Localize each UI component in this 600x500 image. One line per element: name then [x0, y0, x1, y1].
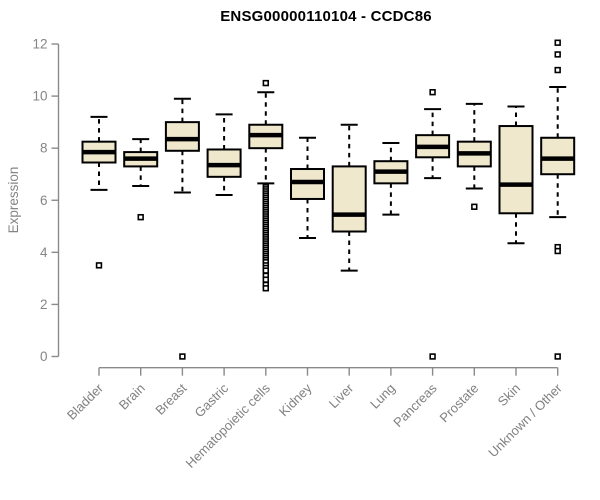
chart-title: ENSG00000110104 - CCDC86 [220, 8, 432, 25]
iqr-box [498, 125, 534, 215]
box-prostate [456, 102, 492, 210]
x-tick-label-lung: Lung [367, 381, 398, 412]
iqr-box [540, 136, 576, 176]
x-tick-label-prostate: Prostate [437, 381, 482, 426]
y-tick-label: 2 [40, 297, 48, 312]
outlier-point [262, 267, 269, 274]
outlier-point [429, 353, 436, 360]
x-tick-label-unknown-other: Unknown / Other [485, 380, 565, 460]
iqr-box [331, 165, 367, 233]
box-hematopoietic-cells [248, 79, 284, 292]
y-tick-label: 10 [32, 89, 47, 104]
box-lung [373, 141, 409, 216]
box-pancreas [415, 88, 451, 360]
outlier-point [471, 203, 478, 210]
x-tick-label-bladder: Bladder [64, 380, 107, 423]
x-tick-label-brain: Brain [116, 381, 148, 413]
x-tick-label-gastric: Gastric [192, 380, 232, 420]
x-tick-label-pancreas: Pancreas [390, 380, 440, 430]
box-breast [164, 97, 200, 360]
box-bladder [81, 115, 117, 269]
outlier-point [262, 276, 269, 283]
outlier-point [554, 247, 561, 255]
outlier-point [95, 262, 103, 269]
x-tick-label-skin: Skin [495, 381, 523, 409]
outlier-point [429, 88, 436, 96]
box-skin [498, 105, 534, 245]
outlier-point [554, 66, 561, 74]
box-liver [331, 123, 367, 272]
outlier-point [137, 213, 144, 221]
outlier-point [554, 353, 561, 360]
box-kidney [290, 136, 325, 240]
y-tick-label: 12 [32, 37, 47, 52]
outlier-point [262, 79, 269, 87]
y-tick-label: 4 [40, 245, 48, 260]
box-brain [123, 138, 159, 221]
outlier-point [179, 353, 186, 360]
x-tick-label-breast: Breast [152, 380, 189, 417]
x-tick-label-kidney: Kidney [276, 380, 315, 419]
box-gastric [206, 113, 242, 197]
outlier-point [554, 51, 561, 58]
outlier-point [262, 285, 269, 292]
outlier-point [554, 39, 561, 46]
y-axis: 0 2 4 6 8 10 12 [32, 37, 60, 364]
y-tick-label: 8 [40, 141, 48, 156]
y-tick-label: 0 [40, 349, 48, 364]
y-tick-label: 6 [40, 193, 48, 208]
box-unknown-other [540, 39, 576, 360]
x-tick-label-liver: Liver [326, 380, 357, 411]
iqr-box [164, 121, 200, 152]
